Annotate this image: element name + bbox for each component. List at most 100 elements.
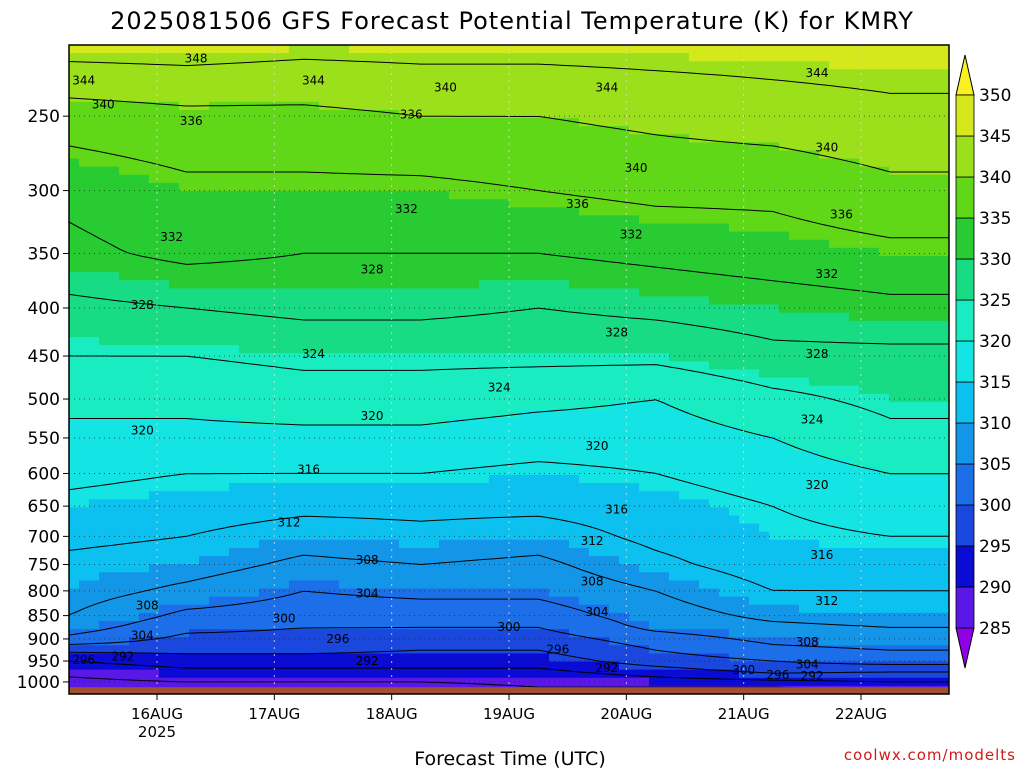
field-cell (429, 264, 440, 273)
field-cell (329, 523, 340, 533)
field-cell (679, 150, 690, 160)
field-cell (309, 215, 320, 225)
field-cell (689, 239, 700, 249)
field-cell (119, 491, 130, 500)
field-cell (139, 507, 150, 517)
field-cell (189, 150, 200, 160)
field-cell (179, 150, 190, 160)
field-cell (379, 85, 390, 95)
field-cell (139, 247, 150, 257)
field-cell (139, 564, 150, 573)
field-cell (579, 85, 590, 95)
field-cell (169, 134, 180, 143)
field-cell (619, 353, 630, 362)
field-cell (329, 231, 340, 241)
field-cell (239, 328, 250, 338)
field-cell (409, 328, 420, 338)
field-cell (529, 182, 540, 192)
field-cell (519, 345, 530, 354)
field-cell (169, 45, 180, 54)
field-cell (529, 426, 540, 435)
field-cell (299, 588, 310, 598)
field-cell (439, 69, 450, 79)
field-cell (569, 483, 580, 492)
field-cell (359, 337, 370, 346)
field-cell (369, 312, 380, 322)
field-cell (309, 580, 320, 590)
field-cell (669, 401, 680, 411)
field-cell (629, 612, 640, 622)
field-cell (599, 507, 610, 517)
field-cell (459, 255, 470, 265)
field-cell (649, 77, 660, 87)
field-cell (359, 239, 370, 249)
field-cell (459, 564, 470, 573)
field-cell (639, 231, 650, 241)
field-cell (619, 280, 630, 289)
field-cell (249, 69, 260, 79)
field-cell (429, 231, 440, 241)
field-cell (579, 491, 590, 500)
field-cell (559, 669, 570, 679)
field-cell (199, 85, 210, 95)
field-cell (229, 450, 240, 460)
field-cell (259, 345, 270, 354)
field-cell (119, 207, 130, 216)
field-cell (139, 434, 150, 444)
field-cell (159, 134, 170, 143)
field-cell (559, 239, 570, 249)
field-cell (169, 150, 180, 160)
field-cell (169, 450, 180, 460)
field-cell (269, 596, 280, 606)
field-cell (559, 231, 570, 241)
field-cell (559, 661, 570, 671)
field-cell (209, 580, 220, 590)
field-cell (379, 166, 390, 176)
field-cell (369, 483, 380, 492)
field-cell (479, 507, 490, 517)
field-cell (259, 109, 270, 119)
field-cell (669, 77, 680, 87)
field-cell (369, 85, 380, 95)
field-cell (579, 239, 590, 249)
field-cell (329, 410, 340, 419)
field-cell (329, 369, 340, 379)
field-cell (99, 393, 110, 403)
field-cell (159, 288, 170, 298)
field-cell (459, 353, 470, 362)
field-cell (79, 61, 90, 70)
field-cell (159, 215, 170, 225)
field-cell (419, 377, 430, 387)
field-cell (209, 337, 220, 346)
field-cell (219, 369, 230, 379)
field-cell (459, 385, 470, 395)
field-cell (209, 328, 220, 338)
field-cell (289, 418, 300, 427)
field-cell (349, 458, 360, 468)
field-cell (469, 564, 480, 573)
field-cell (269, 337, 280, 346)
field-cell (579, 515, 590, 525)
field-cell (249, 118, 260, 127)
field-cell (529, 142, 540, 152)
field-cell (399, 612, 410, 622)
field-cell (289, 264, 300, 273)
field-cell (689, 85, 700, 95)
field-cell (499, 85, 510, 95)
field-cell (359, 53, 370, 62)
field-cell (489, 564, 500, 573)
field-cell (539, 353, 550, 362)
field-cell (149, 483, 160, 492)
field-cell (449, 661, 460, 671)
field-cell (549, 126, 560, 135)
field-cell (79, 588, 90, 598)
field-cell (309, 604, 320, 614)
field-cell (459, 45, 470, 54)
field-cell (449, 345, 460, 354)
field-cell (469, 53, 480, 62)
field-cell (149, 653, 160, 663)
field-cell (239, 101, 250, 111)
field-cell (189, 434, 200, 444)
field-cell (229, 328, 240, 338)
field-cell (589, 572, 600, 582)
